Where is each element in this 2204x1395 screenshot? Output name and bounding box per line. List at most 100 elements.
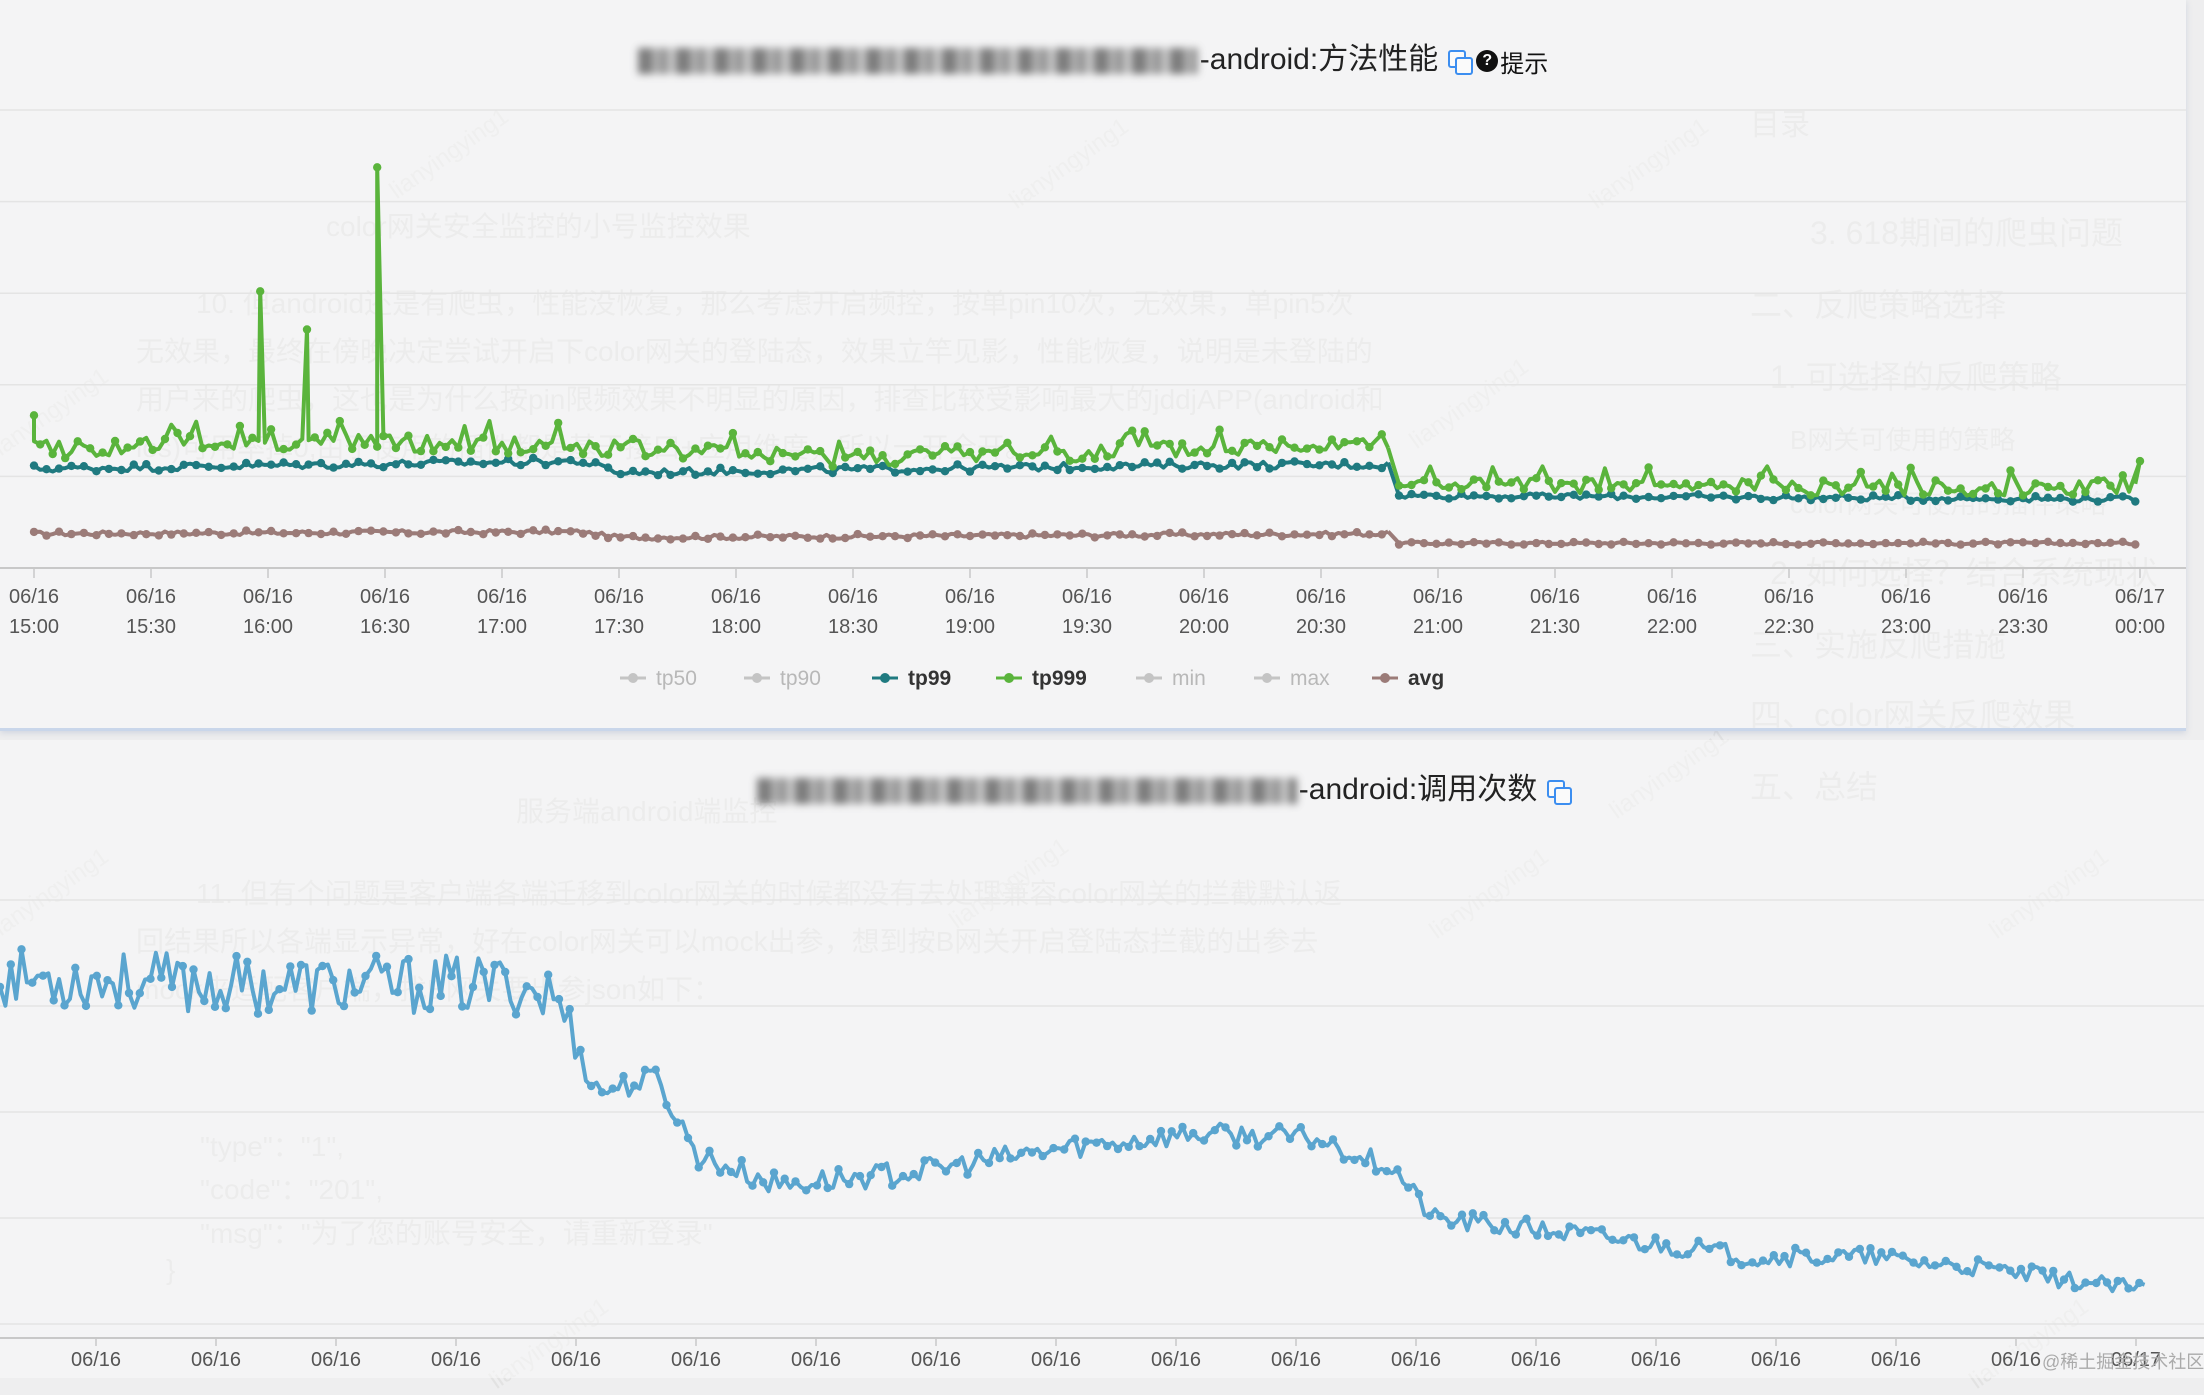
data-point-count [1103,1141,1112,1151]
data-point-tp99 [566,455,575,465]
data-point-count [522,982,531,991]
x-tick-label: 18:30 [828,616,878,638]
data-point-count [1543,1231,1553,1241]
data-point-tp999 [1981,484,1990,493]
data-point-tp99 [1544,492,1554,501]
data-point-avg [1756,539,1766,548]
data-point-tp999 [2056,481,2065,491]
data-point-avg [666,535,675,544]
data-point-count [1952,1262,1961,1271]
data-point-avg [316,529,326,539]
data-point-avg [1103,531,1112,540]
data-point-count [415,983,424,992]
data-point-count [791,1177,800,1186]
data-point-count [1640,1245,1650,1254]
data-point-count [1651,1233,1660,1242]
data-point-count [888,1181,897,1190]
data-point-tp999 [903,450,912,459]
x-tick-label: 15:30 [126,616,176,638]
x-tick-label: 19:00 [945,616,995,638]
x-tick-label: 20:00 [1179,616,1229,638]
data-point-count [404,954,413,964]
data-point-tp999 [554,418,563,428]
data-point-tp99 [554,457,563,466]
data-point-tp99 [266,460,276,469]
data-point-tp99 [254,459,263,468]
data-point-tp99 [1153,458,1162,467]
data-point-avg [753,530,762,539]
data-point-tp99 [1028,462,1037,471]
data-point-avg [1457,540,1466,549]
data-point-tp999 [1419,476,1429,485]
data-point-avg [42,531,51,540]
data-point-tp99 [853,464,862,473]
data-point-count [501,967,510,977]
data-point-tp99 [466,457,475,466]
data-point-tp99 [1981,494,1990,503]
data-point-count [802,1186,811,1195]
data-point-tp99 [1377,463,1387,473]
help-label[interactable]: 提示 [1500,50,1549,78]
data-point-avg [691,531,700,541]
chart-title: -android:调用次数 [70,764,2204,808]
data-point-tp999 [778,448,787,458]
data-point-avg [67,529,76,539]
data-point-count [1361,1159,1370,1168]
data-point-count [1565,1222,1574,1231]
data-point-tp999 [2081,487,2090,497]
data-point-count [1662,1239,1671,1248]
data-point-tp99 [1090,464,1100,474]
data-point-count [931,1158,940,1167]
data-point-tp999 [578,449,588,459]
data-point-count [1877,1248,1886,1257]
data-point-tp999 [504,449,513,458]
legend-marker-tp999 [1004,673,1014,683]
data-point-count [1457,1210,1467,1219]
data-point-tp99 [1265,464,1274,473]
data-point-count [941,1167,951,1176]
data-point-tp99 [192,460,201,470]
data-point-tp99 [1582,490,1591,499]
data-point-count [1135,1141,1144,1151]
data-point-avg [154,531,163,540]
data-point-count [38,971,48,980]
data-point-tp99 [1178,464,1187,473]
data-point-tp999 [1394,481,1404,490]
data-point-tp99 [1015,461,1025,470]
data-point-tp999 [36,440,45,449]
x-tick-label: 06/16 [126,586,176,608]
data-point-tp99 [1919,496,1928,505]
data-point-tp999 [716,444,725,453]
data-point-avg [1607,540,1616,549]
data-point-count [1855,1244,1865,1254]
data-point-tp99 [2068,497,2078,506]
copy-icon[interactable] [1547,780,1573,806]
data-point-count [866,1171,875,1180]
data-point-avg [628,531,638,541]
legend-label-avg: avg [1408,667,1444,690]
data-point-count [1963,1267,1972,1276]
help-icon[interactable]: ? [1476,50,1499,73]
data-point-tp999 [1028,451,1037,460]
data-point-tp999 [1681,479,1691,488]
data-point-avg [1240,528,1249,538]
data-point-tp999 [2135,456,2145,466]
data-point-count [2049,1266,2058,1276]
data-point-avg [2081,539,2090,549]
data-point-tp999 [1377,430,1387,439]
x-tick-label: 06/16 [671,1349,721,1371]
data-point-avg [866,532,875,541]
redacted-app-name [756,778,1297,805]
data-point-avg [1731,538,1741,547]
data-point-avg [816,534,825,543]
data-point-count [630,1081,639,1090]
data-point-tp999 [753,447,762,457]
data-point-tp99 [304,460,313,469]
data-point-tp99 [2006,497,2015,506]
copy-icon[interactable] [1448,50,1474,76]
legend-label-min: min [1172,667,1206,690]
data-point-tp99 [591,458,600,467]
data-point-tp99 [1315,461,1324,470]
data-point-avg [1215,531,1224,540]
data-point-tp999 [1178,439,1187,448]
